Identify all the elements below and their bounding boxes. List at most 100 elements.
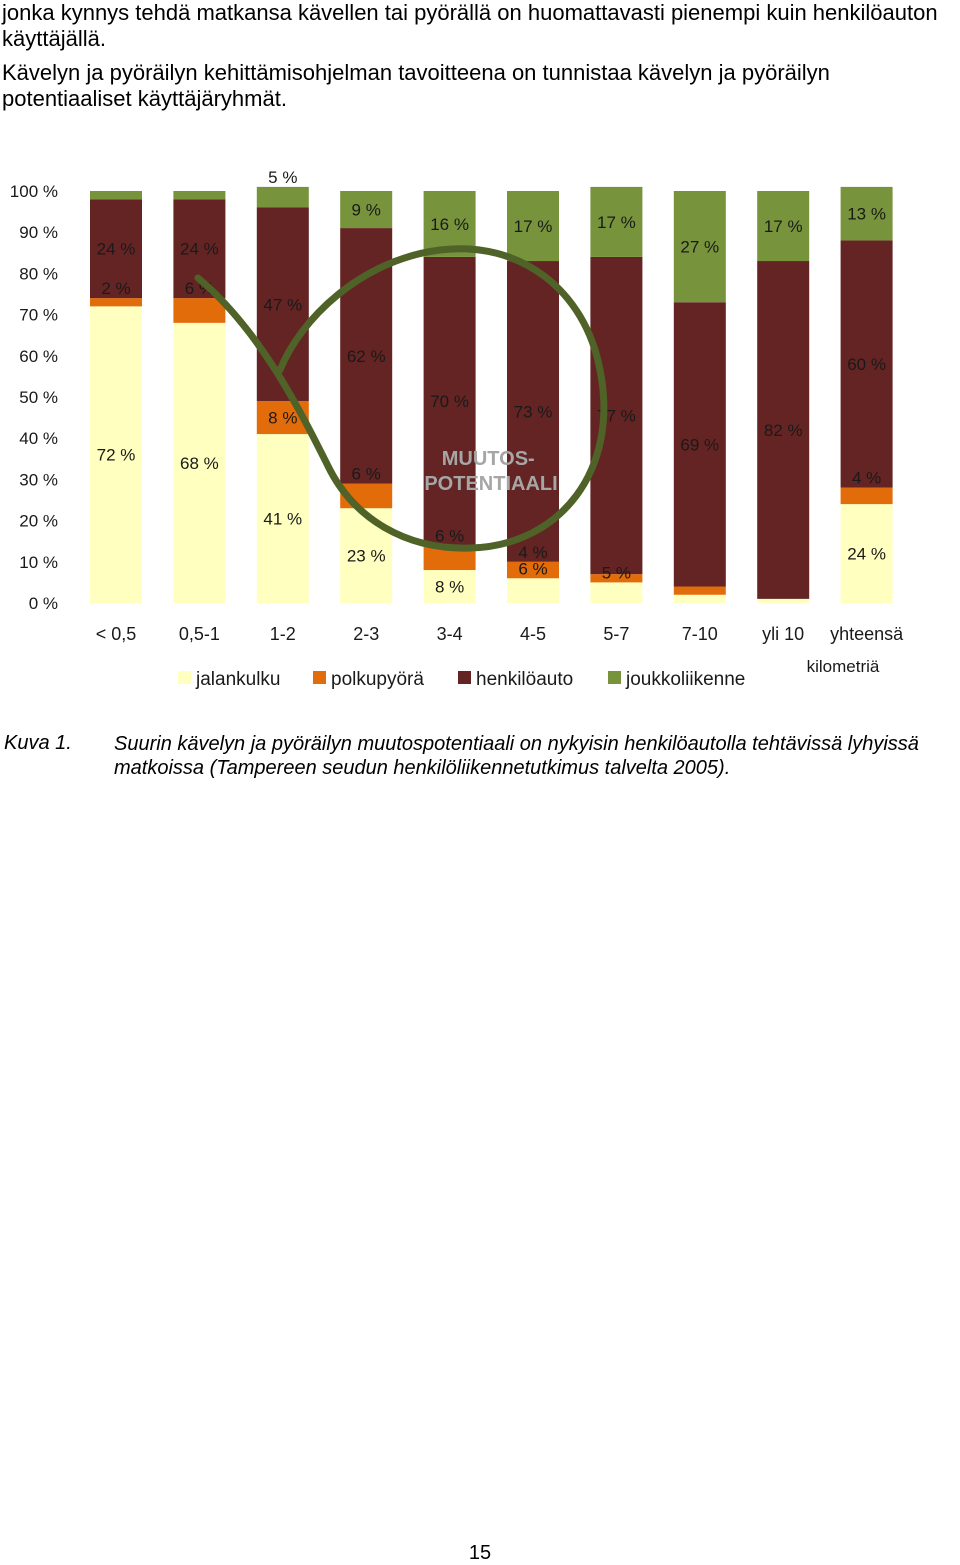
bar-segment-polkupyörä [590,574,643,583]
category-label: 5-7 [603,624,629,644]
data-label: 8 % [268,409,297,428]
intro-text: jonka kynnys tehdä matkansa kävellen tai… [2,0,952,120]
data-label: 6 % [518,559,547,578]
data-label: 9 % [352,201,381,220]
legend: jalankulku polkupyörä henkilöauto joukkolii… [178,669,745,690]
data-label: 5 % [602,563,631,582]
data-label: 6 % [435,526,464,545]
data-label: 13 % [847,205,886,224]
page-number: 15 [468,1542,492,1564]
y-tick-label: 100 % [10,182,58,201]
y-tick-label: 80 % [19,264,58,283]
y-tick-label: 20 % [19,512,58,531]
bar-segment-joukkoliikenne [840,186,893,241]
category-label: 2-3 [353,624,379,644]
data-label: 6 % [352,465,381,484]
bar-segment-jalankulku [590,582,643,603]
bar-segment-joukkoliikenne [507,191,559,262]
bar-segment-jalankulku [673,594,726,603]
bar-segment-joukkoliikenne [757,191,810,262]
muutospotentiaali-label: MUUTOS- POTENTIAALI [424,448,557,495]
bar-segment-joukkoliikenne [340,191,393,229]
data-label: 23 % [347,547,386,566]
legend-swatch-jalankulku [178,671,191,684]
y-tick-label: 0 % [29,594,58,613]
chart-bars [90,186,893,603]
figure-label: Kuva 1. [4,732,72,754]
category-label: yhteensä [830,624,904,644]
bar-segment-henkilöauto [423,256,476,546]
bar-segment-henkilöauto [90,199,142,299]
data-label: 27 % [680,238,719,257]
y-tick-label: 10 % [19,553,58,572]
bar-segment-polkupyörä [673,586,726,595]
data-label: 82 % [764,421,803,440]
bar-segment-jalankulku [256,434,309,603]
data-label: 5 % [268,170,297,187]
stacked-bar-chart: 0 % 10 % 20 % 30 % 40 % 50 % 60 % 70 % 80 % 90 % 1… [10,170,904,690]
legend-label: jalankulku [195,669,281,690]
data-label: 2 % [101,279,130,298]
bar-labels: 72 % 2 % 24 % 68 % 6 % 24 % 41 % 8 % 47 % 5 % 23 %… [97,170,886,597]
category-label: 0,5-1 [179,624,220,644]
bar-segment-joukkoliikenne [256,186,309,208]
data-label: 24 % [97,240,136,259]
bar-segment-jalankulku [90,306,142,603]
bar-segment-jalankulku [757,598,810,603]
bar-segment-henkilöauto [840,240,893,488]
bar-segment-polkupyörä [173,298,226,323]
bar-segment-joukkoliikenne [673,191,726,303]
bar-segment-jalankulku [173,322,226,603]
bar-segment-polkupyörä [90,298,142,307]
legend-swatch-polkupyörä [313,671,326,684]
bar-segment-jalankulku [423,570,476,603]
bar-segment-polkupyörä [840,487,893,505]
data-label: 24 % [847,545,886,564]
bar-segment-jalankulku [840,504,893,603]
intro-paragraph-2: Kävelyn ja pyöräilyn kehittämisohjelman … [2,60,830,111]
y-tick-label: 30 % [19,470,58,489]
bar-segment-henkilöauto [590,256,643,575]
data-label: 4 % [518,543,547,562]
category-label: < 0,5 [96,624,137,644]
legend-label: joukkoliikenne [625,669,745,690]
bar-segment-joukkoliikenne [173,191,226,200]
data-label: 70 % [430,392,469,411]
legend-label: polkupyörä [331,669,424,690]
data-label: 47 % [263,295,302,314]
bar-segment-henkilöauto [340,228,393,484]
y-tick-label: 90 % [19,223,58,242]
legend-swatch-joukkoliikenne [608,671,621,684]
bar-segment-joukkoliikenne [590,186,643,257]
intro-paragraph-1: jonka kynnys tehdä matkansa kävellen tai… [2,0,938,51]
category-label: 3-4 [437,624,463,644]
legend-swatch-henkilöauto [458,671,471,684]
bar-segment-polkupyörä [507,561,559,579]
y-axis: 0 % 10 % 20 % 30 % 40 % 50 % 60 % 70 % 80 % 90 % 1… [10,182,58,613]
data-label: 8 % [435,578,464,597]
y-tick-label: 40 % [19,429,58,448]
data-label: 17 % [597,213,636,232]
bar-segment-henkilöauto [673,302,726,587]
category-label: 4-5 [520,624,546,644]
data-label: 69 % [680,435,719,454]
data-label: 24 % [180,240,219,259]
data-label: 62 % [347,347,386,366]
muutospotentiaali-loop [194,245,608,552]
bar-segment-jalankulku [507,578,559,603]
data-label: 17 % [514,217,553,236]
bar-segment-henkilöauto [757,261,810,599]
data-label: 41 % [263,510,302,529]
legend-label: henkilöauto [476,669,573,690]
y-tick-label: 60 % [19,347,58,366]
data-label: 4 % [852,469,881,488]
category-label: yli 10 [762,624,804,644]
data-label: 68 % [180,454,219,473]
data-label: 17 % [764,217,803,236]
bar-segment-henkilöauto [507,261,559,562]
x-axis-label: kilometriä [807,657,880,676]
figure-caption: Suurin kävelyn ja pyöräilyn muutospotent… [114,733,919,779]
y-tick-label: 70 % [19,306,58,325]
category-label: 1-2 [270,624,296,644]
bar-segment-joukkoliikenne [90,191,142,200]
